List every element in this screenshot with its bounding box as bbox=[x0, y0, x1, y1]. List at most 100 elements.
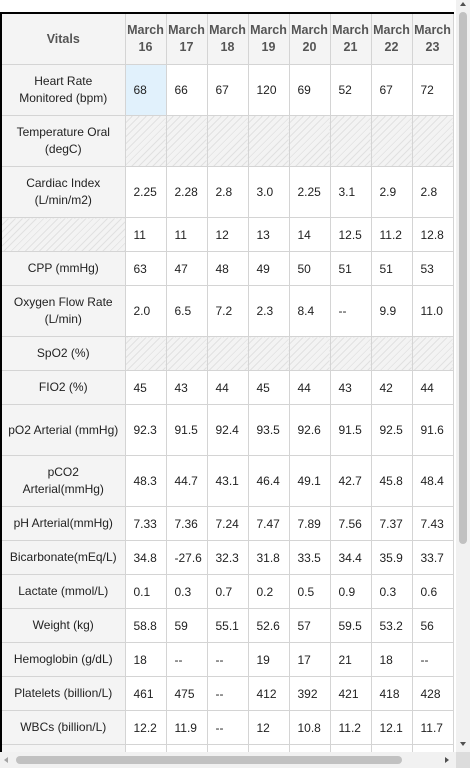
table-cell[interactable]: 55.1 bbox=[206, 608, 249, 643]
table-cell[interactable]: 7.2 bbox=[206, 285, 249, 337]
table-cell[interactable]: 7.56 bbox=[329, 506, 372, 541]
table-cell[interactable]: 45 bbox=[247, 370, 290, 405]
table-cell[interactable]: 44.7 bbox=[165, 455, 208, 507]
table-cell[interactable]: 67 bbox=[370, 64, 413, 116]
table-cell[interactable] bbox=[124, 115, 167, 167]
vertical-scrollbar[interactable] bbox=[456, 0, 470, 752]
table-cell[interactable]: 43 bbox=[165, 370, 208, 405]
table-cell[interactable]: 44 bbox=[288, 370, 331, 405]
table-cell[interactable]: 12.8 bbox=[411, 217, 454, 252]
table-cell[interactable]: 34.8 bbox=[124, 540, 167, 575]
table-cell[interactable] bbox=[288, 336, 331, 371]
table-cell[interactable]: 93.5 bbox=[247, 404, 290, 456]
table-cell[interactable]: 0.7 bbox=[206, 574, 249, 609]
table-cell[interactable]: 35.9 bbox=[370, 540, 413, 575]
table-cell[interactable]: 8.4 bbox=[288, 285, 331, 337]
column-header[interactable]: March 16 bbox=[124, 12, 167, 65]
table-cell[interactable] bbox=[206, 336, 249, 371]
table-cell[interactable] bbox=[124, 336, 167, 371]
table-cell[interactable]: 11 bbox=[165, 217, 208, 252]
table-cell[interactable]: 45 bbox=[124, 370, 167, 405]
table-cell[interactable]: 11.0 bbox=[411, 285, 454, 337]
table-cell[interactable]: 2.25 bbox=[288, 166, 331, 218]
table-cell[interactable]: 12.1 bbox=[370, 710, 413, 745]
table-cell[interactable]: 2.28 bbox=[165, 166, 208, 218]
table-cell[interactable]: 91.6 bbox=[411, 404, 454, 456]
table-cell[interactable]: 2.8 bbox=[206, 166, 249, 218]
table-cell[interactable]: 42 bbox=[370, 370, 413, 405]
table-cell[interactable]: -- bbox=[206, 642, 249, 677]
table-cell[interactable] bbox=[165, 115, 208, 167]
table-cell[interactable]: 51 bbox=[329, 251, 372, 286]
table-cell[interactable]: 7.36 bbox=[165, 506, 208, 541]
table-cell[interactable]: 2.0 bbox=[124, 285, 167, 337]
column-header[interactable]: March 19 bbox=[247, 12, 290, 65]
table-cell[interactable]: 44 bbox=[411, 370, 454, 405]
table-cell[interactable] bbox=[288, 744, 331, 752]
table-cell[interactable]: 58.8 bbox=[124, 608, 167, 643]
table-cell[interactable]: -- bbox=[411, 642, 454, 677]
column-header[interactable]: March 18 bbox=[206, 12, 249, 65]
table-cell[interactable]: 0.6 bbox=[411, 574, 454, 609]
table-cell[interactable]: 48.4 bbox=[411, 455, 454, 507]
table-cell[interactable]: 92.5 bbox=[370, 404, 413, 456]
table-cell[interactable] bbox=[288, 115, 331, 167]
table-cell[interactable]: 7.33 bbox=[124, 506, 167, 541]
table-cell[interactable]: 19 bbox=[247, 642, 290, 677]
scroll-left-arrow-icon[interactable] bbox=[4, 757, 8, 763]
table-cell[interactable]: 10.8 bbox=[288, 710, 331, 745]
table-cell[interactable]: 33.5 bbox=[288, 540, 331, 575]
table-cell[interactable]: 57 bbox=[288, 608, 331, 643]
table-cell[interactable]: 66 bbox=[165, 64, 208, 116]
table-cell[interactable]: 0.1 bbox=[124, 574, 167, 609]
table-cell[interactable]: 52.6 bbox=[247, 608, 290, 643]
horizontal-scrollbar[interactable] bbox=[0, 752, 456, 768]
table-cell[interactable]: 33.7 bbox=[411, 540, 454, 575]
table-cell[interactable]: 392 bbox=[288, 676, 331, 711]
table-cell[interactable]: 7.89 bbox=[288, 506, 331, 541]
table-cell[interactable]: 18 bbox=[370, 642, 413, 677]
table-cell[interactable]: 91.5 bbox=[165, 404, 208, 456]
scroll-right-arrow-icon[interactable] bbox=[445, 757, 449, 763]
table-cell[interactable]: 42.7 bbox=[329, 455, 372, 507]
table-cell[interactable]: 13 bbox=[247, 217, 290, 252]
table-cell[interactable]: 461 bbox=[124, 676, 167, 711]
table-cell[interactable]: 59.5 bbox=[329, 608, 372, 643]
table-cell[interactable]: 120 bbox=[247, 64, 290, 116]
table-cell[interactable]: 2.25 bbox=[124, 166, 167, 218]
table-cell[interactable]: 59 bbox=[165, 608, 208, 643]
table-cell[interactable]: 48.3 bbox=[124, 455, 167, 507]
table-cell[interactable]: 11 bbox=[124, 217, 167, 252]
table-cell[interactable] bbox=[247, 115, 290, 167]
column-header[interactable]: March 23 bbox=[411, 12, 454, 65]
table-cell[interactable]: 67 bbox=[206, 64, 249, 116]
table-cell[interactable]: 11.2 bbox=[329, 710, 372, 745]
table-cell[interactable] bbox=[370, 336, 413, 371]
table-cell[interactable]: 52 bbox=[329, 64, 372, 116]
table-cell[interactable] bbox=[165, 744, 208, 752]
table-cell[interactable]: 3.0 bbox=[247, 166, 290, 218]
table-cell[interactable]: 3.1 bbox=[329, 166, 372, 218]
table-cell[interactable] bbox=[411, 115, 454, 167]
table-cell[interactable]: 34.4 bbox=[329, 540, 372, 575]
table-cell[interactable]: 0.9 bbox=[329, 574, 372, 609]
selected-cell[interactable]: 68 bbox=[124, 64, 167, 116]
table-cell[interactable] bbox=[247, 744, 290, 752]
table-cell[interactable] bbox=[206, 115, 249, 167]
table-cell[interactable]: 11.9 bbox=[165, 710, 208, 745]
table-cell[interactable]: 43 bbox=[329, 370, 372, 405]
table-cell[interactable]: 18 bbox=[124, 642, 167, 677]
table-cell[interactable]: 51 bbox=[370, 251, 413, 286]
table-cell[interactable]: -- bbox=[165, 642, 208, 677]
table-cell[interactable]: 12 bbox=[247, 710, 290, 745]
table-cell[interactable]: 72 bbox=[411, 64, 454, 116]
table-cell[interactable]: 31.8 bbox=[247, 540, 290, 575]
table-cell[interactable]: 0.2 bbox=[247, 574, 290, 609]
table-cell[interactable]: 49.1 bbox=[288, 455, 331, 507]
table-cell[interactable]: 475 bbox=[165, 676, 208, 711]
table-cell[interactable]: 421 bbox=[329, 676, 372, 711]
table-cell[interactable]: 44 bbox=[206, 370, 249, 405]
table-cell[interactable] bbox=[370, 744, 413, 752]
table-cell[interactable]: 21 bbox=[329, 642, 372, 677]
table-cell[interactable]: 43.1 bbox=[206, 455, 249, 507]
